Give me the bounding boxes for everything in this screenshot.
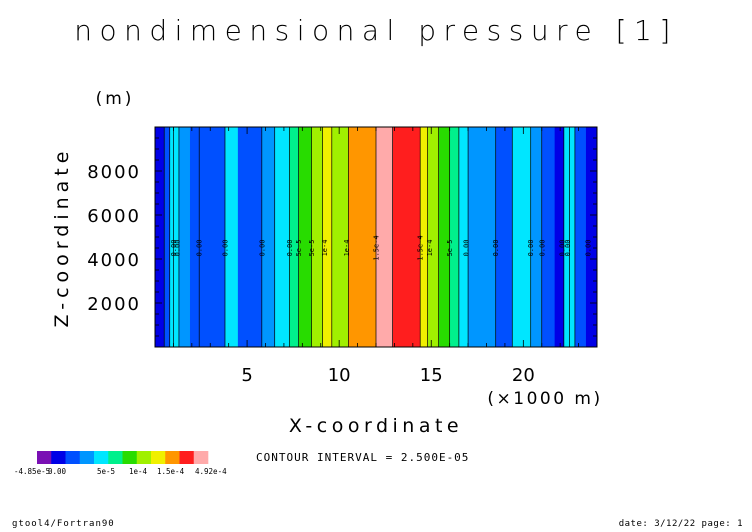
colorbar-label-5e-5: 5e-5 [97,467,115,476]
colorbar-swatch-0 [37,451,52,464]
plot-area [155,127,598,347]
y-axis-label: Z-coordinate [51,147,73,328]
contour-label-5: 0.00 [286,240,294,257]
contour-label-2: 0.00 [196,240,204,257]
y-tick-label-2000: 2000 [87,294,141,315]
band-15 [348,127,377,347]
x-tick-label-5: 5 [241,365,252,386]
colorbar-swatch-7 [136,451,152,464]
colorbar-swatch-3 [79,451,95,464]
colorbar-swatch-10 [179,451,195,464]
band-16 [376,127,393,347]
colorbar-label-zero: 0.00 [48,467,67,476]
colorbar-label-1e-4: 1e-4 [129,467,148,476]
contour-interval: CONTOUR INTERVAL = 2.500E-05 [256,451,469,464]
band-22 [458,127,469,347]
band-3 [178,127,191,347]
band-12 [311,127,323,347]
band-21 [449,127,460,347]
colorbar-label-min: -4.85e-5 [14,467,50,476]
contour-label-17: 0.00 [538,240,546,257]
band-23 [468,127,497,347]
band-11 [298,127,312,347]
band-4 [189,127,200,347]
band-13 [322,127,333,347]
colorbar-swatch-5 [108,451,123,464]
contour-label-16: 0.00 [527,240,535,257]
band-20 [438,127,451,347]
band-5 [199,127,226,347]
y-tick-label-8000: 8000 [87,162,141,183]
band-1 [164,127,171,347]
chart-title: nondimensional pressure [1] [74,14,678,47]
footer-left: gtool4/Fortran90 [12,519,115,529]
band-6 [224,127,239,347]
contour-label-8: 1e-4 [321,240,329,257]
contour-label-18: 0.00 [559,240,567,257]
contour-label-14: 0.00 [463,240,471,257]
y-tick-label-4000: 4000 [87,250,141,271]
band-24 [495,127,513,347]
colorbar-legend [37,451,209,464]
contour-label-1: 0.00 [174,240,182,257]
x-unit-label: (×1000 m) [487,389,602,409]
colorbar-swatch-1 [51,451,66,464]
colorbar-swatch-8 [151,451,166,464]
contour-label-0: 0.00 [170,240,178,257]
band-30 [574,127,587,347]
colorbar-swatch-2 [65,451,81,464]
colorbar-label-1.5e-4: 1.5e-4 [157,467,185,476]
band-27 [541,127,556,347]
band-28 [554,127,565,347]
band-26 [530,127,543,347]
contour-label-7: 5e-5 [308,240,316,257]
contour-labels: 0.000.00 0.00 0.00 0.00 0.00 5e-5 5e-5 1e-4 1e-4… [170,235,592,260]
footer-right: date: 3/12/22 page: 1 [619,519,743,529]
band-18 [420,127,428,347]
band-31 [585,127,598,347]
contour-label-6: 5e-5 [295,240,303,257]
contour-label-11: 1.5e-4 [417,235,425,260]
band-0 [155,127,165,347]
contour-lines [163,127,576,347]
band-10 [289,127,300,347]
x-tick-label-10: 10 [328,365,351,386]
band-19 [427,127,440,347]
contour-label-13: 5e-5 [446,240,454,257]
contour-label-20: 0.00 [584,240,592,257]
contour-label-15: 0.00 [492,240,500,257]
band-7 [237,127,263,347]
band-17 [392,127,421,347]
y-tick-label-6000: 6000 [87,206,141,227]
band-9 [274,127,290,347]
contour-label-10: 1.5e-4 [373,235,381,260]
y-unit-label: (m) [96,89,135,109]
colorbar-label-max: 4.92e-4 [195,467,227,476]
axes: 5 10 15 20 2000 4000 6000 8000 [87,126,598,386]
x-tick-label-20: 20 [512,365,535,386]
contour-label-12: 1e-4 [426,240,434,257]
contour-label-19: 0.00 [564,240,572,257]
contour-label-9: 1e-4 [343,240,351,257]
contour-label-3: 0.00 [221,240,229,257]
band-8 [261,127,276,347]
colorbar-swatch-9 [165,451,180,464]
colorbar-swatch-6 [122,451,138,464]
band-2 [169,127,180,347]
colorbar-swatch-4 [94,451,109,464]
x-axis-label: X-coordinate [289,415,463,437]
band-14 [331,127,349,347]
colorbar-swatch-11 [193,451,209,464]
band-25 [512,127,532,347]
contour-label-4: 0.00 [258,240,266,257]
x-tick-label-15: 15 [420,365,443,386]
